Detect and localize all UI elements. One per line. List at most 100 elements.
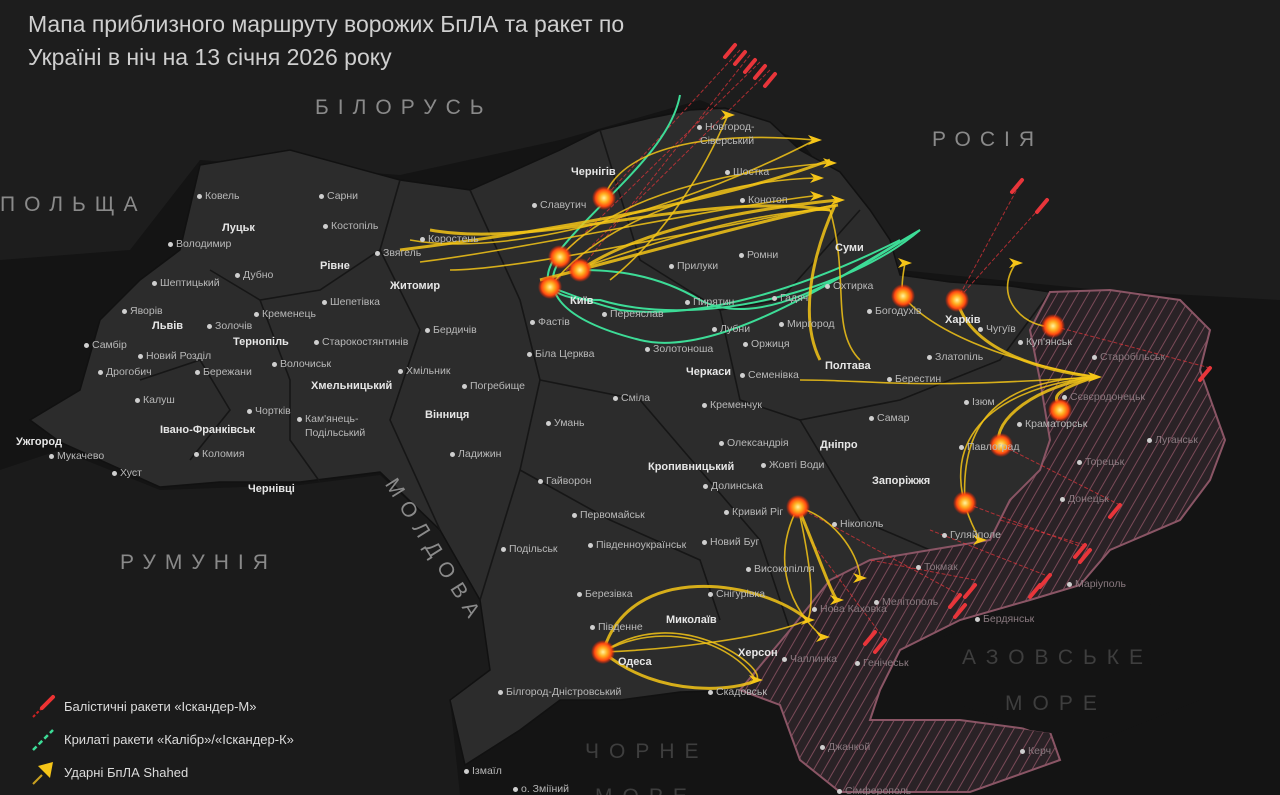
city-dot <box>685 300 690 305</box>
explosion-icon <box>591 640 615 664</box>
city-dot <box>538 479 543 484</box>
ballistic-missile-track <box>956 179 1023 301</box>
explosion-icon <box>538 275 562 299</box>
city-label: Павлоград <box>967 441 1020 453</box>
sea-label-black-1: ЧОРНЕ <box>585 740 709 763</box>
city-label: Ромни <box>747 249 779 261</box>
city-label: Самар <box>877 412 910 424</box>
shahed-drone-track <box>609 114 729 281</box>
city-label: Кременчук <box>710 399 762 411</box>
city-dot <box>297 417 302 422</box>
city-label: Генічеськ <box>863 657 909 669</box>
explosion-icon <box>592 186 616 210</box>
city-label: Золотоноша <box>653 343 714 355</box>
ballistic-missile-icon <box>763 72 777 88</box>
city-label: о. Зміїний <box>521 783 570 795</box>
city-label: Яворів <box>130 305 163 317</box>
city-label: Дрогобич <box>106 366 152 378</box>
city-label: Сімферополь <box>845 785 912 795</box>
cruise-missile-track <box>549 239 901 313</box>
city-label: Волочиськ <box>280 358 332 370</box>
city-dot <box>314 340 319 345</box>
city-label: Київ <box>570 295 594 307</box>
city-label: Бережани <box>203 366 252 378</box>
city-label: Охтирка <box>833 280 874 292</box>
city-label: Біла Церква <box>535 348 595 360</box>
city-label: Південноукраїнськ <box>596 539 687 551</box>
ballistic-missile-icon <box>723 43 737 59</box>
ballistic-missile-track <box>964 502 1091 551</box>
shahed-drone-track <box>579 198 839 272</box>
city-dot <box>194 452 199 457</box>
city-label: Мелітополь <box>882 596 939 608</box>
city-label: Конотоп <box>748 194 788 206</box>
city-label: Погребище <box>470 380 526 392</box>
attack-routes <box>399 43 1212 690</box>
city-dot <box>703 484 708 489</box>
city-label: Новгород- <box>705 121 755 133</box>
shahed-drone-icon <box>1088 372 1102 382</box>
city-label: Кривий Ріг <box>732 506 784 518</box>
ballistic-missile-icon <box>1035 198 1049 214</box>
city-label: Хмільник <box>406 365 451 377</box>
city-dot <box>740 198 745 203</box>
title-line-1: Мапа приблизного маршруту ворожих БпЛА т… <box>28 11 625 37</box>
city-dot <box>869 416 874 421</box>
city-dot <box>702 540 707 545</box>
city-label: Ковель <box>205 190 240 202</box>
sea-label-azov-1: АЗОВСЬКЕ <box>962 646 1154 669</box>
city-dot <box>322 300 327 305</box>
legend-label-cruise: Крилаті ракети «Калібр»/«Іскандер-К» <box>64 732 294 747</box>
city-label: Миргород <box>787 318 835 330</box>
shahed-drone-track <box>602 635 757 681</box>
ballistic-missile-icon <box>753 64 767 80</box>
explosion-icon <box>945 288 969 312</box>
occupied-territory <box>738 288 1227 793</box>
city-label: Ужгород <box>16 436 62 448</box>
city-dot <box>122 309 127 314</box>
country-label-belarus: БІЛОРУСЬ <box>315 96 493 119</box>
city-dot <box>772 296 777 301</box>
shahed-drone-icon <box>32 761 53 785</box>
city-label: Калуш <box>143 394 175 406</box>
shahed-drone-track <box>799 376 1096 385</box>
shahed-drone-track <box>603 136 816 199</box>
city-label: Ізюм <box>972 396 995 408</box>
city-dot <box>825 284 830 289</box>
city-dot <box>867 309 872 314</box>
city-dot <box>724 510 729 515</box>
ballistic-missile-track <box>809 539 886 641</box>
city-label: Скадовськ <box>716 686 767 698</box>
city-dot <box>375 251 380 256</box>
city-label: Подільськ <box>509 543 558 555</box>
city-label: Самбір <box>92 339 127 351</box>
neighbor-land <box>0 0 1280 300</box>
legend-item-cruise: Крилаті ракети «Калібр»/«Іскандер-К» <box>30 723 294 756</box>
city-label: Львів <box>152 320 184 332</box>
city-dot <box>420 237 425 242</box>
city-label: Гайворон <box>546 475 592 487</box>
city-dot <box>874 600 879 605</box>
city-label: Сарни <box>327 190 359 202</box>
city-dot <box>49 454 54 459</box>
ballistic-missile-icon <box>743 58 757 74</box>
cruise-missile-track <box>579 229 921 310</box>
ballistic-missile-track <box>549 69 771 288</box>
city-dot <box>112 471 117 476</box>
city-dot <box>577 592 582 597</box>
city-label: Новий Буг <box>710 536 760 548</box>
shahed-drone-track <box>602 650 757 690</box>
shahed-drone-icon <box>749 675 763 685</box>
city-dot <box>708 690 713 695</box>
city-dot <box>530 320 535 325</box>
city-label: Шептицький <box>160 277 220 289</box>
ballistic-missile-icon <box>948 593 962 609</box>
ballistic-missile-icon <box>1028 583 1042 599</box>
city-label: Старокостянтинів <box>322 336 409 348</box>
ballistic-missile-track <box>797 506 961 596</box>
city-dot <box>855 661 860 666</box>
ballistic-missile-icon <box>1108 503 1122 519</box>
azov-sea <box>900 600 1200 740</box>
city-label: Олександрія <box>727 437 789 449</box>
